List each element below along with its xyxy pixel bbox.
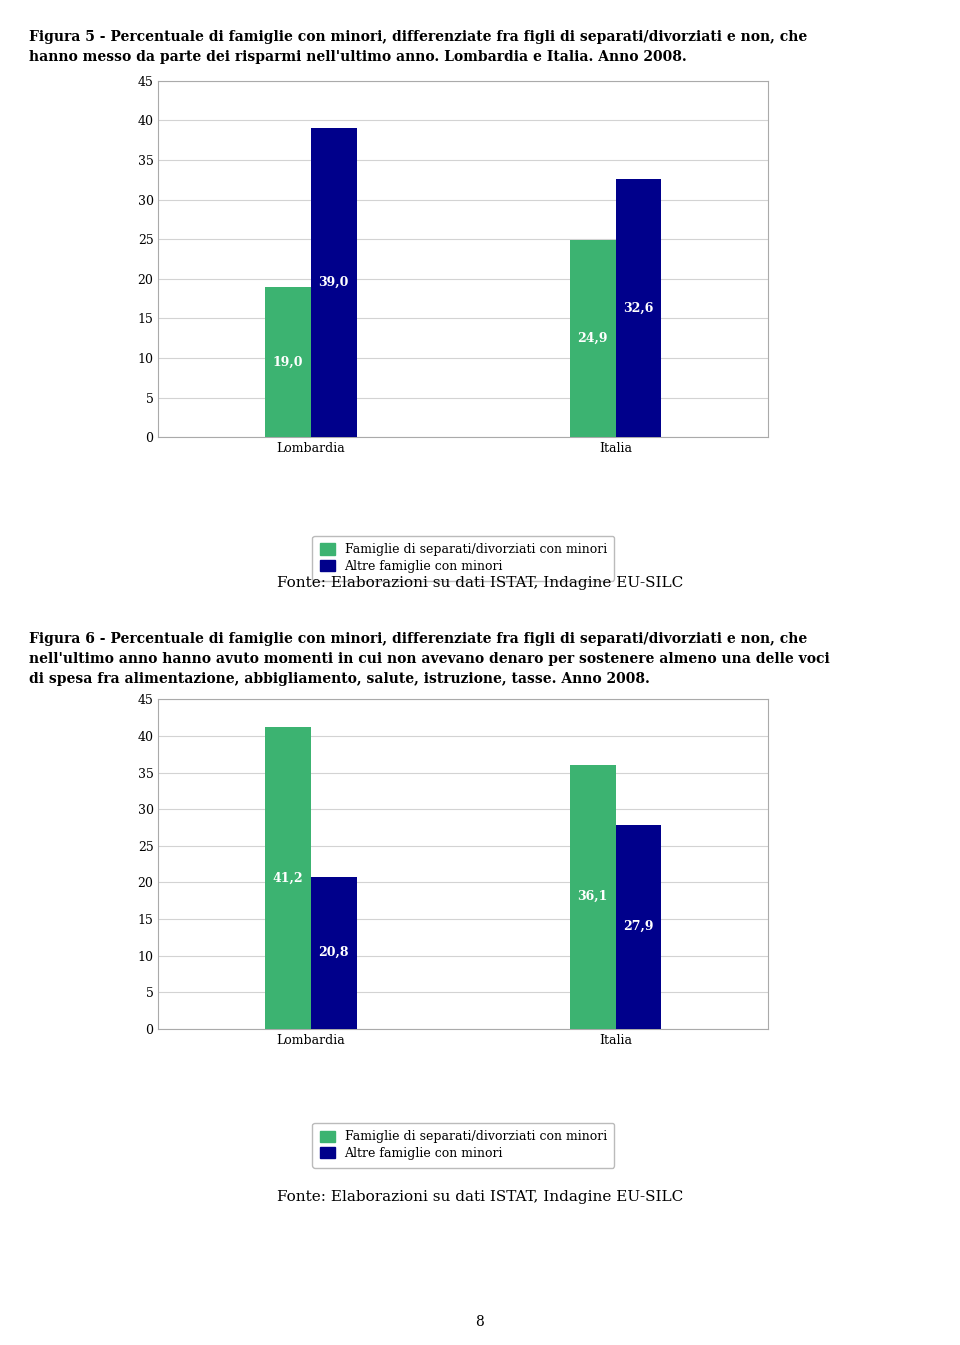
Text: hanno messo da parte dei risparmi nell'ultimo anno. Lombardia e Italia. Anno 200: hanno messo da parte dei risparmi nell'u… xyxy=(29,50,686,63)
Bar xyxy=(265,728,311,1029)
Text: Figura 6 - Percentuale di famiglie con minori, differenziate fra figli di separa: Figura 6 - Percentuale di famiglie con m… xyxy=(29,632,807,646)
Legend: Famiglie di separati/divorziati con minori, Altre famiglie con minori: Famiglie di separati/divorziati con mino… xyxy=(312,535,614,581)
Text: Fonte: Elaborazioni su dati ISTAT, Indagine EU-SILC: Fonte: Elaborazioni su dati ISTAT, Indag… xyxy=(276,1190,684,1204)
Text: 19,0: 19,0 xyxy=(273,355,303,369)
Text: Figura 5 - Percentuale di famiglie con minori, differenziate fra figli di separa: Figura 5 - Percentuale di famiglie con m… xyxy=(29,30,807,43)
Text: 8: 8 xyxy=(475,1315,485,1329)
Bar xyxy=(265,286,311,437)
Text: 20,8: 20,8 xyxy=(319,947,348,959)
Bar xyxy=(615,179,661,437)
Text: 36,1: 36,1 xyxy=(578,890,608,904)
Bar xyxy=(311,128,356,437)
Legend: Famiglie di separati/divorziati con minori, Altre famiglie con minori: Famiglie di separati/divorziati con mino… xyxy=(312,1123,614,1167)
Text: 27,9: 27,9 xyxy=(623,920,654,933)
Text: 24,9: 24,9 xyxy=(578,332,608,346)
Bar xyxy=(570,764,615,1029)
Text: 32,6: 32,6 xyxy=(623,301,654,315)
Text: 39,0: 39,0 xyxy=(319,276,348,289)
Bar xyxy=(570,239,615,437)
Text: nell'ultimo anno hanno avuto momenti in cui non avevano denaro per sostenere alm: nell'ultimo anno hanno avuto momenti in … xyxy=(29,652,829,666)
Text: di spesa fra alimentazione, abbigliamento, salute, istruzione, tasse. Anno 2008.: di spesa fra alimentazione, abbigliament… xyxy=(29,672,650,686)
Bar xyxy=(615,824,661,1029)
Text: 41,2: 41,2 xyxy=(273,872,303,885)
Text: Fonte: Elaborazioni su dati ISTAT, Indagine EU-SILC: Fonte: Elaborazioni su dati ISTAT, Indag… xyxy=(276,576,684,589)
Bar xyxy=(311,877,356,1029)
